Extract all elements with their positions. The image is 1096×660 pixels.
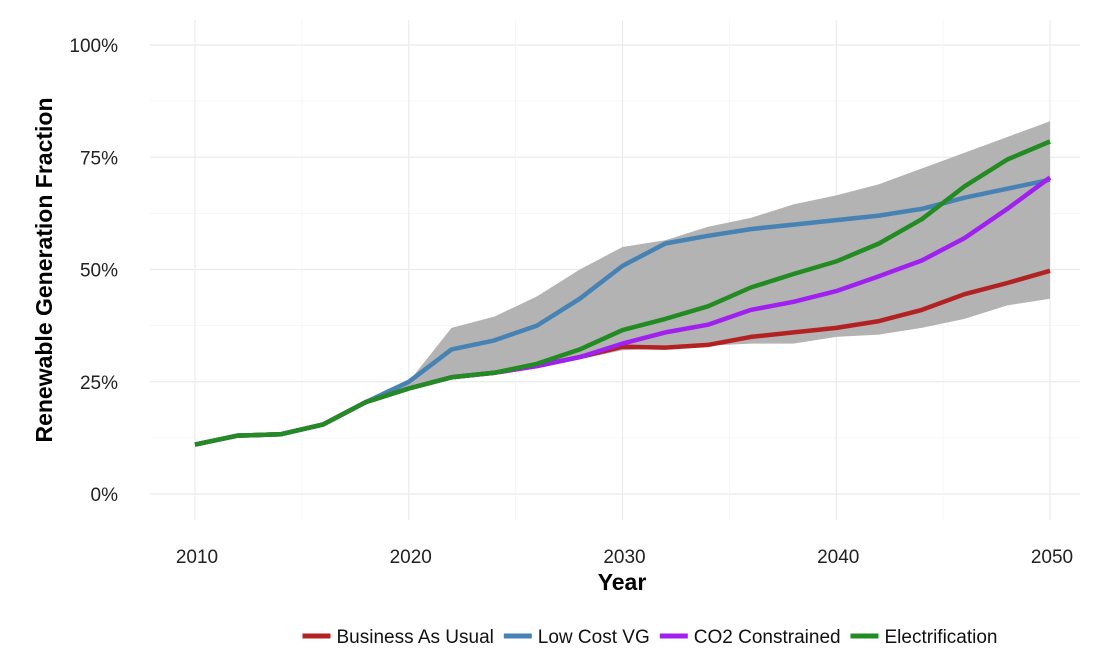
y-tick-label: 0% — [91, 485, 119, 506]
legend-label: Business As Usual — [337, 627, 494, 648]
y-tick-label: 75% — [80, 148, 118, 169]
legend-label: Electrification — [885, 627, 998, 648]
x-tick-label: 2040 — [817, 547, 859, 568]
series-lines — [194, 139, 1052, 447]
x-axis-title: Year — [598, 569, 647, 595]
series-line-electrification — [194, 139, 1051, 447]
y-tick-label: 50% — [80, 261, 118, 282]
y-axis-title: Renewable Generation Fraction — [31, 97, 57, 442]
legend: Business As Usual Low Cost VG CO2 Constrai… — [302, 627, 998, 648]
y-tick-label: 100% — [69, 36, 118, 57]
legend-label: CO2 Constrained — [694, 627, 841, 648]
x-tick-label: 2020 — [390, 547, 432, 568]
range-band — [195, 121, 1050, 445]
legend-item: Business As Usual — [302, 627, 494, 648]
x-tick-label: 2050 — [1031, 547, 1073, 568]
x-tick-label: 2010 — [176, 547, 218, 568]
y-tick-label: 25% — [80, 373, 118, 394]
range-band-area — [195, 121, 1050, 445]
y-axis-ticks: 0% 25% 50% 75% 100% — [69, 36, 118, 506]
legend-item: CO2 Constrained — [659, 627, 841, 648]
legend-item: Low Cost VG — [503, 627, 650, 648]
legend-item: Electrification — [850, 627, 998, 648]
legend-label: Low Cost VG — [538, 627, 650, 648]
x-axis-ticks: 2010 2020 2030 2040 2050 — [176, 547, 1073, 568]
x-tick-label: 2030 — [603, 547, 645, 568]
